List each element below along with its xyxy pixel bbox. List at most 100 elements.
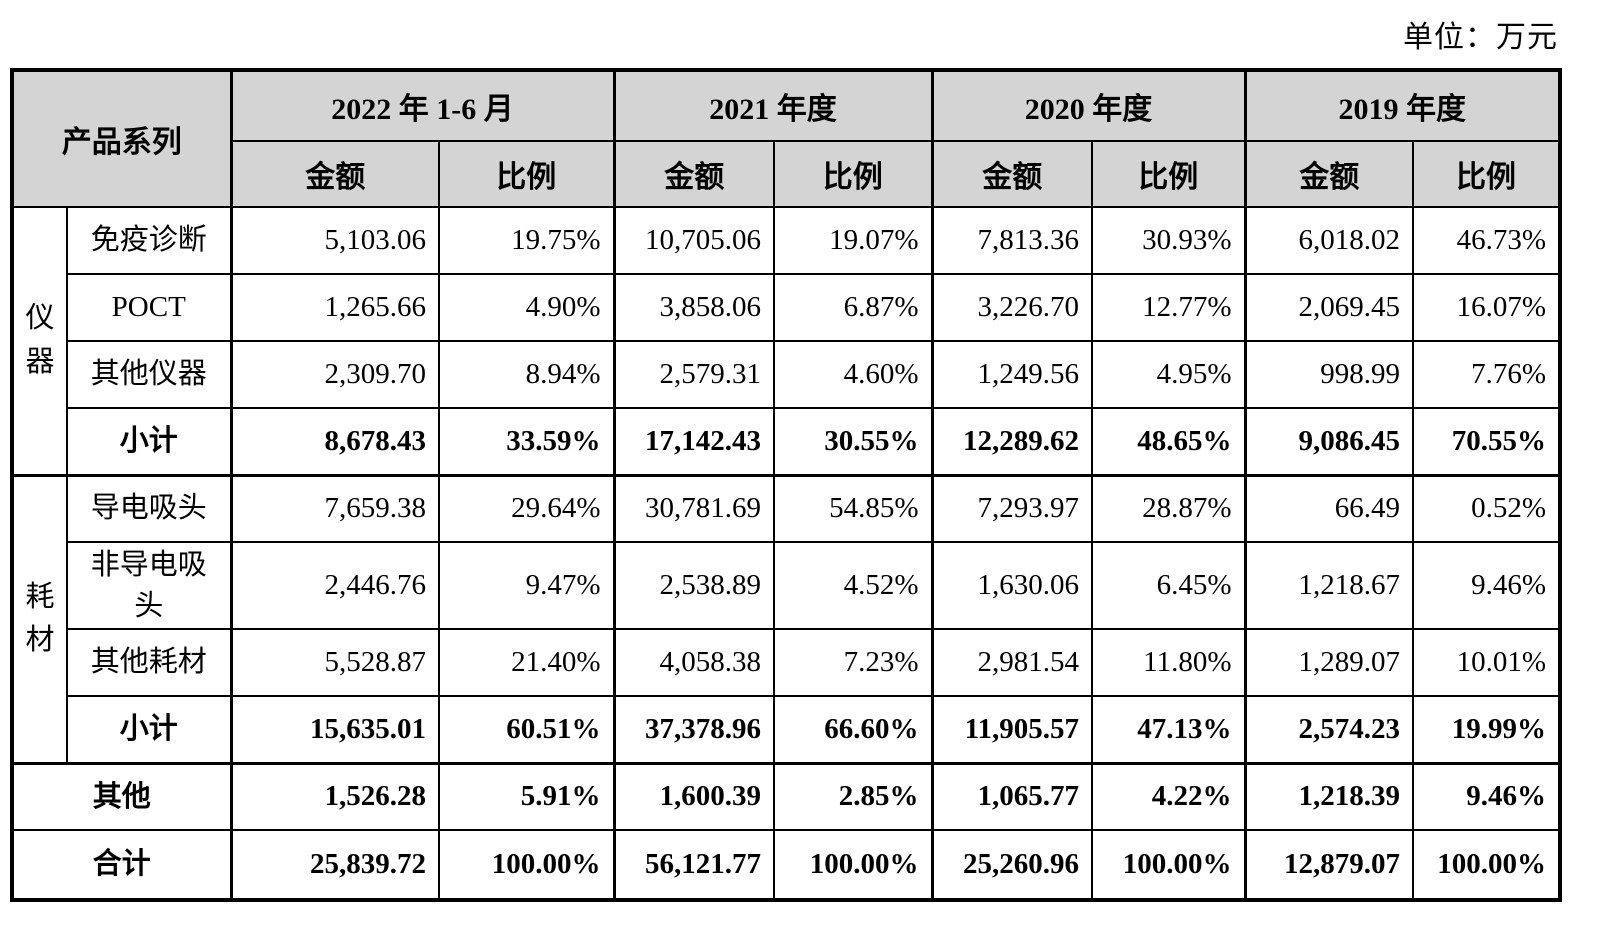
amount-header-cell: 金额 (229, 140, 440, 208)
table-body: 仪器 免疫诊断 5,103.06 19.75% 10,705.06 19.07% 7,813… (11, 206, 1561, 902)
products-revenue-table: 产品系列 2022 年 1-6 月 2021 年度 2020 年度 2019 年… (10, 68, 1562, 903)
ratio-cell: 100.00% (773, 829, 933, 902)
row-label-cell: 合计 (11, 829, 232, 902)
amount-header-cell: 金额 (1243, 140, 1414, 208)
amount-cell: 2,309.70 (229, 340, 440, 409)
amount-cell: 6,018.02 (1243, 206, 1414, 275)
amount-cell: 1,065.77 (930, 761, 1093, 832)
amount-cell: 2,069.45 (1243, 273, 1414, 342)
other-row: 其他 1,526.28 5.91% 1,600.39 2.85% 1,065.77 4.22… (11, 761, 1561, 832)
total-row: 合计 25,839.72 100.00% 56,121.77 100.00% 25,260… (11, 829, 1561, 902)
ratio-cell: 28.87% (1091, 473, 1246, 543)
amount-cell: 9,086.45 (1243, 407, 1414, 476)
document-page: 单位：万元 产品系列 2022 年 1-6 月 2021 年度 2020 年度 … (10, 21, 1562, 903)
ratio-cell: 2.85% (773, 761, 933, 832)
amount-cell: 1,526.28 (229, 761, 440, 832)
amount-cell: 10,705.06 (612, 206, 775, 275)
ratio-cell: 11.80% (1091, 628, 1246, 698)
amount-cell: 8,678.43 (229, 407, 440, 476)
ratio-cell: 66.60% (773, 695, 933, 765)
ratio-cell: 30.55% (773, 407, 933, 476)
amount-cell: 5,528.87 (229, 628, 440, 698)
ratio-cell: 16.07% (1412, 273, 1561, 342)
ratio-cell: 19.99% (1412, 695, 1561, 765)
ratio-header-cell: 比例 (1091, 140, 1246, 208)
row-label-cell: 非导电吸头 (66, 540, 232, 631)
row-label-cell: 其他 (11, 761, 232, 832)
subheader-row: 金额 比例 金额 比例 金额 比例 金额 比例 (12, 140, 1561, 208)
amount-cell: 2,574.23 (1243, 695, 1414, 765)
row-label-cell: POCT (66, 273, 232, 342)
ratio-cell: 7.23% (773, 628, 933, 698)
amount-cell: 2,538.89 (612, 540, 775, 631)
amount-cell: 1,249.56 (930, 340, 1093, 409)
amount-cell: 4,058.38 (612, 628, 775, 698)
amount-cell: 30,781.69 (612, 473, 775, 543)
amount-cell: 1,218.67 (1243, 540, 1414, 631)
amount-cell: 1,289.07 (1243, 628, 1414, 698)
amount-cell: 17,142.43 (612, 407, 775, 476)
table-row: 耗材 导电吸头 7,659.38 29.64% 30,781.69 54.85% 7,293… (11, 473, 1561, 765)
subtotal-row: 小计 15,635.01 60.51% 37,378.96 66.60% 11,905.5… (12, 695, 1561, 765)
period-header-row: 产品系列 2022 年 1-6 月 2021 年度 2020 年度 2019 年… (11, 69, 1561, 208)
ratio-cell: 70.55% (1412, 407, 1561, 476)
ratio-cell: 29.64% (438, 473, 615, 543)
amount-header-cell: 金额 (930, 140, 1093, 208)
amount-cell: 12,289.62 (930, 407, 1093, 476)
ratio-cell: 47.13% (1091, 695, 1246, 765)
period-header-2019: 2019 年度 (1243, 69, 1561, 142)
row-label-cell: 免疫诊断 (66, 206, 232, 275)
ratio-cell: 9.46% (1412, 540, 1561, 631)
ratio-cell: 9.47% (438, 540, 615, 631)
ratio-cell: 4.22% (1091, 761, 1246, 832)
ratio-cell: 4.52% (773, 540, 933, 631)
ratio-cell: 33.59% (438, 407, 615, 476)
amount-cell: 7,813.36 (930, 206, 1093, 275)
ratio-cell: 7.76% (1412, 340, 1561, 409)
ratio-cell: 21.40% (438, 628, 615, 698)
amount-cell: 25,839.72 (229, 829, 440, 902)
group-label-cell: 仪器 (11, 206, 68, 476)
amount-cell: 3,858.06 (612, 273, 775, 342)
row-label-cell: 其他仪器 (66, 340, 232, 409)
amount-cell: 2,981.54 (930, 628, 1093, 698)
ratio-cell: 6.87% (773, 273, 933, 342)
subtotal-row: 小计 8,678.43 33.59% 17,142.43 30.55% 12,289.62… (12, 407, 1561, 476)
table-row: 其他仪器 2,309.70 8.94% 2,579.31 4.60% 1,249.56 4.… (12, 340, 1561, 409)
row-label-cell: 其他耗材 (66, 628, 232, 698)
unit-label: 单位：万元 (1403, 21, 1558, 54)
corner-header-cell: 产品系列 (11, 69, 232, 208)
table-row: 仪器 免疫诊断 5,103.06 19.75% 10,705.06 19.07% 7,813… (11, 206, 1561, 476)
amount-cell: 12,879.07 (1243, 829, 1414, 902)
amount-header-cell: 金额 (612, 140, 775, 208)
ratio-cell: 4.90% (438, 273, 615, 342)
ratio-cell: 48.65% (1091, 407, 1246, 476)
period-header-2021: 2021 年度 (612, 69, 933, 142)
amount-cell: 7,659.38 (229, 473, 440, 543)
amount-cell: 2,579.31 (612, 340, 775, 409)
ratio-cell: 60.51% (438, 695, 615, 765)
amount-cell: 1,600.39 (612, 761, 775, 832)
ratio-cell: 54.85% (773, 473, 933, 543)
ratio-cell: 5.91% (438, 761, 615, 832)
ratio-cell: 100.00% (438, 829, 615, 902)
table-row: 其他耗材 5,528.87 21.40% 4,058.38 7.23% 2,981.54 1… (12, 628, 1561, 698)
group-label-cell: 耗材 (11, 473, 68, 765)
amount-cell: 1,265.66 (229, 273, 440, 342)
table-row: POCT 1,265.66 4.90% 3,858.06 6.87% 3,226.70 12… (12, 273, 1561, 342)
ratio-cell: 4.60% (773, 340, 933, 409)
period-header-2022: 2022 年 1-6 月 (229, 69, 615, 142)
amount-cell: 1,630.06 (930, 540, 1093, 631)
row-label-cell: 小计 (66, 695, 232, 765)
amount-cell: 1,218.39 (1243, 761, 1414, 832)
ratio-header-cell: 比例 (438, 140, 615, 208)
amount-cell: 15,635.01 (229, 695, 440, 765)
ratio-header-cell: 比例 (773, 140, 933, 208)
ratio-cell: 46.73% (1412, 206, 1561, 275)
amount-cell: 56,121.77 (612, 829, 775, 902)
ratio-cell: 4.95% (1091, 340, 1246, 409)
amount-cell: 7,293.97 (930, 473, 1093, 543)
ratio-cell: 100.00% (1412, 829, 1561, 902)
ratio-cell: 8.94% (438, 340, 615, 409)
ratio-cell: 19.75% (438, 206, 615, 275)
